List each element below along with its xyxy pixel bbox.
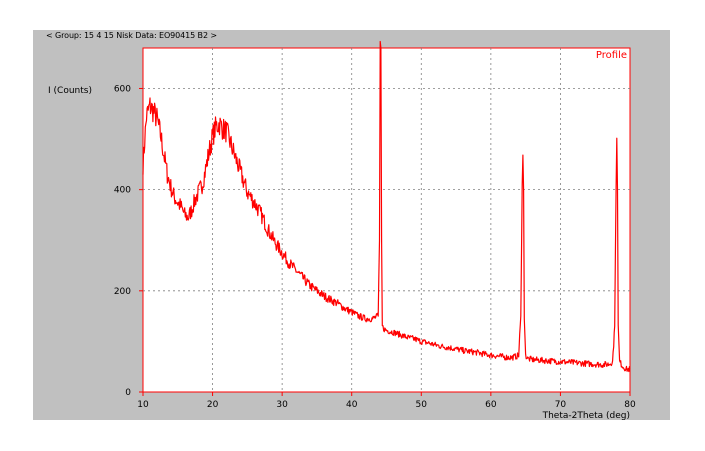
y-axis-title: I (Counts) bbox=[48, 86, 92, 96]
x-tick-label: 60 bbox=[485, 400, 497, 410]
x-tick-label: 30 bbox=[276, 400, 288, 410]
axis-ticks: 10 20 30 40 50 60 70 80 0 200 400 600 bbox=[114, 84, 636, 410]
series-line-profile bbox=[142, 40, 631, 373]
y-tick-label: 400 bbox=[114, 186, 131, 196]
x-tick-label: 80 bbox=[624, 400, 636, 410]
grid bbox=[143, 48, 630, 392]
y-tick-label: 200 bbox=[114, 287, 131, 297]
x-axis-title: Theta-2Theta (deg) bbox=[542, 411, 630, 421]
x-tick-label: 20 bbox=[207, 400, 219, 410]
plot-area bbox=[142, 47, 631, 393]
legend-label: Profile bbox=[596, 50, 627, 61]
x-tick-label: 10 bbox=[137, 400, 149, 410]
y-tick-label: 600 bbox=[114, 84, 131, 94]
x-tick-label: 70 bbox=[555, 400, 567, 410]
y-tick-label: 0 bbox=[125, 388, 131, 398]
chart-header: < Group: 15 4 15 Nisk Data: EO90415 B2 > bbox=[46, 31, 217, 40]
x-tick-label: 50 bbox=[416, 400, 428, 410]
x-tick-label: 40 bbox=[346, 400, 358, 410]
